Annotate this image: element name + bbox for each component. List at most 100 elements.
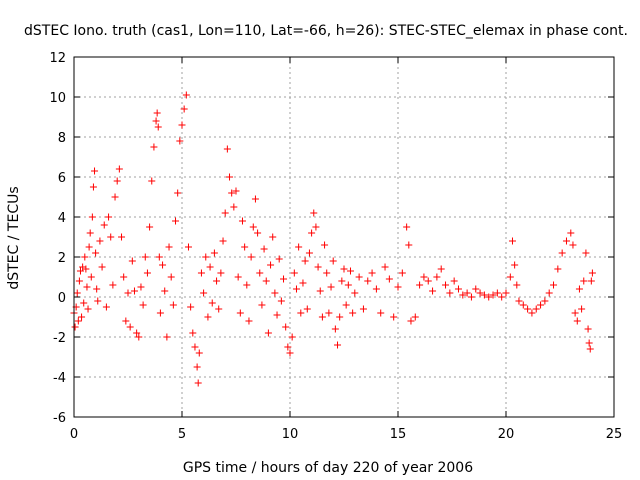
data-point xyxy=(390,313,398,321)
data-point xyxy=(273,311,281,319)
data-point xyxy=(83,283,91,291)
data-point xyxy=(271,289,279,297)
data-point xyxy=(204,313,212,321)
data-point xyxy=(213,277,221,285)
data-point xyxy=(489,291,497,299)
data-point xyxy=(480,291,488,299)
data-point xyxy=(511,261,519,269)
data-point xyxy=(532,305,540,313)
data-point xyxy=(210,249,218,257)
data-point xyxy=(258,301,266,309)
data-point xyxy=(537,301,545,309)
data-point xyxy=(200,289,208,297)
data-point xyxy=(184,243,192,251)
data-point xyxy=(433,273,441,281)
data-point xyxy=(120,273,128,281)
data-point xyxy=(232,187,240,195)
data-point xyxy=(139,301,147,309)
data-point xyxy=(295,243,303,251)
data-point xyxy=(385,275,393,283)
data-point xyxy=(467,293,475,301)
data-point xyxy=(94,297,102,305)
data-point xyxy=(128,257,136,265)
data-point xyxy=(156,309,164,317)
data-point xyxy=(98,263,106,271)
data-point xyxy=(80,299,88,307)
data-point xyxy=(74,317,82,325)
data-point xyxy=(340,265,348,273)
data-point xyxy=(155,253,163,261)
data-point xyxy=(519,301,527,309)
grid-lines xyxy=(74,57,614,417)
data-point xyxy=(297,309,305,317)
data-point xyxy=(541,297,549,305)
data-point xyxy=(502,289,510,297)
data-point xyxy=(169,301,177,309)
data-point xyxy=(187,303,195,311)
data-point xyxy=(359,305,367,313)
data-point xyxy=(115,165,123,173)
data-point xyxy=(228,189,236,197)
data-point xyxy=(515,297,523,305)
data-point xyxy=(267,261,275,269)
data-point xyxy=(93,285,101,293)
data-point xyxy=(243,281,251,289)
data-point xyxy=(143,269,151,277)
data-point xyxy=(217,269,225,277)
data-point xyxy=(89,183,97,191)
data-point xyxy=(215,305,223,313)
data-point xyxy=(105,213,113,221)
data-point xyxy=(165,243,173,251)
data-point xyxy=(193,363,201,371)
data-point xyxy=(351,289,359,297)
data-point xyxy=(368,269,376,277)
data-point xyxy=(314,263,322,271)
data-point xyxy=(75,277,83,285)
data-point xyxy=(180,105,188,113)
y-tick-label: 4 xyxy=(58,211,66,226)
data-point xyxy=(264,329,272,337)
data-point xyxy=(407,317,415,325)
data-point xyxy=(325,309,333,317)
data-point xyxy=(545,289,553,297)
data-point xyxy=(81,253,89,261)
data-point xyxy=(249,223,257,231)
data-point xyxy=(163,333,171,341)
y-tick-label: 12 xyxy=(49,51,66,66)
data-point xyxy=(472,285,480,293)
data-point xyxy=(262,277,270,285)
data-point xyxy=(234,273,242,281)
data-point xyxy=(230,203,238,211)
data-point xyxy=(567,229,575,237)
x-tick-label: 0 xyxy=(70,427,78,442)
data-point xyxy=(290,269,298,277)
data-point xyxy=(493,289,501,297)
data-point xyxy=(394,283,402,291)
data-point xyxy=(582,249,590,257)
data-point xyxy=(280,275,288,283)
data-point xyxy=(305,249,313,257)
data-point xyxy=(524,305,532,313)
data-point xyxy=(372,285,380,293)
data-point xyxy=(107,233,115,241)
y-tick-label: 6 xyxy=(58,171,66,186)
data-point xyxy=(437,265,445,273)
data-point xyxy=(130,287,138,295)
data-point xyxy=(331,325,339,333)
data-point xyxy=(159,261,167,269)
data-point xyxy=(286,349,294,357)
data-point xyxy=(381,263,389,271)
data-point xyxy=(420,273,428,281)
data-point xyxy=(167,273,175,281)
y-tick-label: 8 xyxy=(58,131,66,146)
y-tick-label: 2 xyxy=(58,251,66,266)
y-axis-label: dSTEC / TECUs xyxy=(6,186,22,289)
data-point xyxy=(197,269,205,277)
data-point xyxy=(269,233,277,241)
chart-title: dSTEC Iono. truth (cas1, Lon=110, Lat=-6… xyxy=(24,23,628,39)
data-point xyxy=(238,217,246,225)
data-point xyxy=(254,229,262,237)
data-point xyxy=(178,121,186,129)
data-point xyxy=(91,167,99,175)
x-tick-label: 20 xyxy=(498,427,515,442)
